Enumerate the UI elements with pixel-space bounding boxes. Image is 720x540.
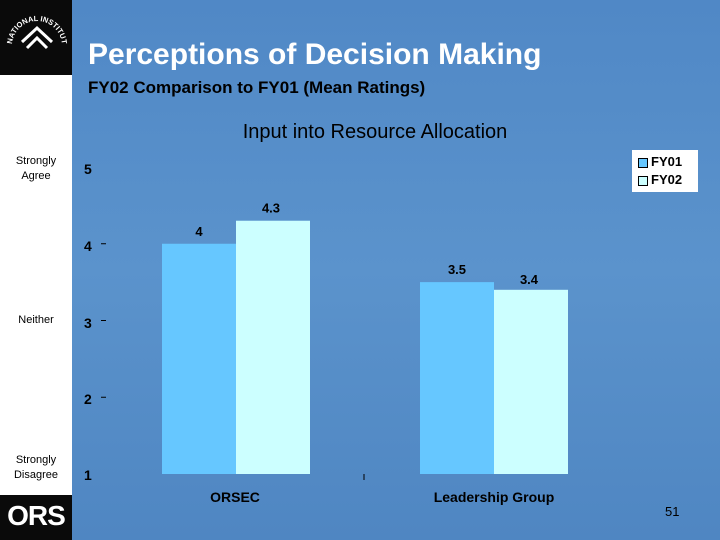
data-label: 4.3	[262, 201, 280, 216]
legend-item-fy01: FY01	[638, 154, 682, 169]
bar-fy02-orsec	[236, 220, 310, 474]
bar-fy01-orsec	[162, 243, 236, 474]
chart-legend: FY01 FY02	[632, 150, 698, 192]
y-tick-label: 1	[84, 467, 92, 483]
y-tick-label: 2	[84, 391, 92, 407]
data-label: 4	[195, 224, 203, 239]
page-subtitle: FY02 Comparison to FY01 (Mean Ratings)	[88, 78, 426, 97]
legend-swatch-fy01	[638, 157, 648, 168]
nih-logo: NATIONAL INSTITUTES OF HEALTH	[0, 0, 72, 75]
legend-label-fy01: FY01	[651, 154, 683, 169]
legend-swatch-fy02	[638, 175, 648, 186]
page-number: 51	[665, 504, 680, 519]
bar-fy01-leadership-group	[420, 282, 494, 474]
bar-fy02-leadership-group	[494, 289, 568, 474]
data-label: 3.5	[448, 262, 466, 277]
y-tick-label: 3	[84, 315, 92, 331]
chart-title: Input into Resource Allocation	[242, 121, 508, 143]
sidebar	[0, 0, 72, 540]
category-label-leadership-group: Leadership Group	[433, 489, 555, 505]
scale-label-strongly-agree: Strongly Agree	[15, 155, 57, 182]
y-tick-label: 4	[84, 238, 92, 254]
data-label: 3.4	[520, 272, 539, 287]
scale-label-neither: Neither	[18, 314, 54, 326]
legend-item-fy02: FY02	[638, 172, 682, 187]
y-tick-label: 5	[84, 161, 92, 177]
scale-label-strongly-disagree: Strongly Disagree	[13, 454, 59, 481]
legend-label-fy02: FY02	[651, 172, 683, 187]
category-label-orsec: ORSEC	[210, 489, 260, 505]
ors-logo-box	[0, 495, 72, 540]
page-title: Perceptions of Decision Making	[88, 38, 542, 71]
ors-logo: ORS	[7, 500, 66, 531]
